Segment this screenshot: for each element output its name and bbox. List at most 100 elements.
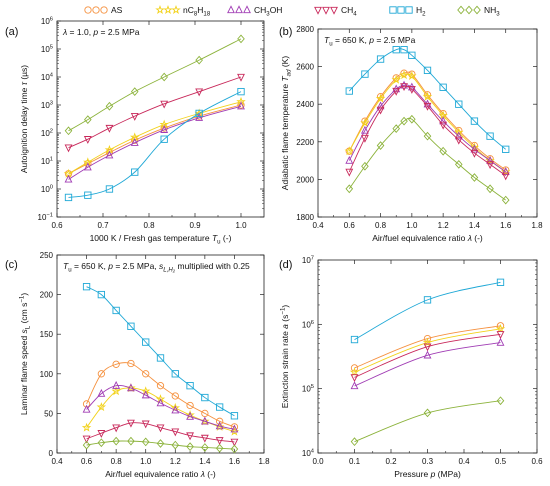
y-tick-label: 150 xyxy=(40,330,54,339)
data-point-h2 xyxy=(502,145,510,153)
y-tick-label: 104 xyxy=(41,73,54,83)
data-point-nh3 xyxy=(486,184,494,194)
x-tick-label: 1.6 xyxy=(500,221,512,230)
legend-marker xyxy=(473,5,481,15)
series-ch4 xyxy=(64,73,245,153)
series-nh3 xyxy=(64,34,245,136)
series-line-ch3oh xyxy=(86,384,235,430)
data-point-ch4 xyxy=(439,121,448,130)
x-axis-label: Air/fuel equivalence ratio λ (-) xyxy=(372,233,483,243)
data-point-ch3oh xyxy=(83,162,92,171)
data-point-ch4 xyxy=(64,144,73,153)
data-point-h2 xyxy=(142,338,150,346)
data-point-h2 xyxy=(131,168,139,176)
data-point-ch3oh xyxy=(105,150,114,159)
data-point-as xyxy=(171,392,179,400)
data-point-h2 xyxy=(84,191,92,199)
legend-item-h2: H2 xyxy=(389,5,426,18)
data-point-ch4 xyxy=(195,88,204,97)
data-point-ch4 xyxy=(400,83,408,92)
data-point-nh3 xyxy=(186,442,194,452)
data-point-h2 xyxy=(156,354,165,362)
x-tick-label: 0.6 xyxy=(81,457,93,466)
data-point-ch4 xyxy=(392,87,401,96)
data-point-ch3oh xyxy=(237,101,245,110)
data-point-ch4 xyxy=(97,430,106,438)
data-point-h2 xyxy=(496,278,505,286)
series-nh3 xyxy=(350,396,505,447)
legend-item-nc8h18: nC8H18 xyxy=(155,5,211,18)
plot-frame xyxy=(56,20,265,218)
x-tick-label: 0.4 xyxy=(458,457,470,466)
data-point-ch3oh xyxy=(200,416,209,425)
plot-frame xyxy=(317,28,538,218)
legend-marker xyxy=(171,5,181,15)
data-point-nh3 xyxy=(454,159,463,169)
legend-marker xyxy=(405,6,413,14)
legend-label: AS xyxy=(111,5,123,15)
legend-marker xyxy=(227,5,235,14)
data-point-ch4 xyxy=(112,424,121,433)
panel-label: (a) xyxy=(5,26,18,38)
data-point-ch4 xyxy=(423,102,432,111)
x-tick-label: 1.4 xyxy=(469,221,481,230)
legend-item-ch3oh: CH3OH xyxy=(227,5,282,18)
y-tick-label: 106 xyxy=(302,320,314,330)
legend-item-nh3: NH3 xyxy=(457,5,500,18)
series-nc8h18 xyxy=(81,383,240,436)
x-tick-label: 0.4 xyxy=(51,457,63,466)
y-tick-label: 250 xyxy=(40,251,54,260)
data-point-ch4 xyxy=(496,331,505,340)
data-point-nc8h18 xyxy=(454,127,464,137)
data-point-ch3oh xyxy=(195,113,204,121)
data-point-h2 xyxy=(408,51,416,59)
data-point-nh3 xyxy=(160,72,168,82)
data-point-ch4 xyxy=(215,437,224,446)
data-point-nh3 xyxy=(470,173,479,182)
data-point-ch4 xyxy=(130,112,139,121)
x-tick-label: 0.8 xyxy=(375,221,387,230)
plot-frame xyxy=(317,259,538,454)
data-point-h2 xyxy=(64,193,73,202)
data-point-h2 xyxy=(105,185,114,193)
data-point-nh3 xyxy=(496,396,505,406)
y-tick-label: 200 xyxy=(40,291,54,300)
series-line-ch4 xyxy=(68,76,242,149)
data-point-as xyxy=(186,401,194,410)
data-point-nh3 xyxy=(501,195,510,205)
series-nh3 xyxy=(345,114,510,205)
x-tick-label: 0.0 xyxy=(312,457,324,466)
data-point-ch4 xyxy=(171,428,180,437)
data-point-h2 xyxy=(470,117,479,125)
data-point-h2 xyxy=(215,403,224,411)
data-point-ch4 xyxy=(82,435,91,444)
data-point-nc8h18 xyxy=(391,74,401,84)
data-point-ch3oh xyxy=(501,167,510,176)
data-point-ch4 xyxy=(230,438,239,447)
data-point-ch4 xyxy=(350,374,359,383)
data-point-nc8h18 xyxy=(81,422,92,432)
data-point-ch3oh xyxy=(496,337,505,346)
data-point-ch4 xyxy=(141,420,150,429)
x-tick-label: 0.4 xyxy=(312,221,324,230)
data-point-h2 xyxy=(201,393,209,402)
data-point-h2 xyxy=(350,335,359,344)
data-point-nh3 xyxy=(376,141,385,150)
legend-label: CH3OH xyxy=(254,5,282,18)
data-point-nh3 xyxy=(130,87,139,97)
data-point-nc8h18 xyxy=(375,93,386,103)
data-point-nc8h18 xyxy=(360,118,370,128)
data-point-as xyxy=(230,423,239,431)
data-point-as xyxy=(82,400,91,408)
data-point-ch4 xyxy=(345,168,354,177)
data-point-h2 xyxy=(376,55,385,63)
series-ch4 xyxy=(350,331,505,383)
legend-marker xyxy=(155,5,165,15)
y-tick-label: 105 xyxy=(41,45,53,55)
panel-b: (b) 0.4 0.6 0.8 1.0 1.2 1.4 1.6 1.8 1800 2000 2200 2… xyxy=(279,25,543,243)
data-point-h2 xyxy=(423,66,432,75)
data-point-as xyxy=(97,370,106,378)
data-point-h2 xyxy=(486,132,494,140)
data-point-nh3 xyxy=(439,146,447,156)
